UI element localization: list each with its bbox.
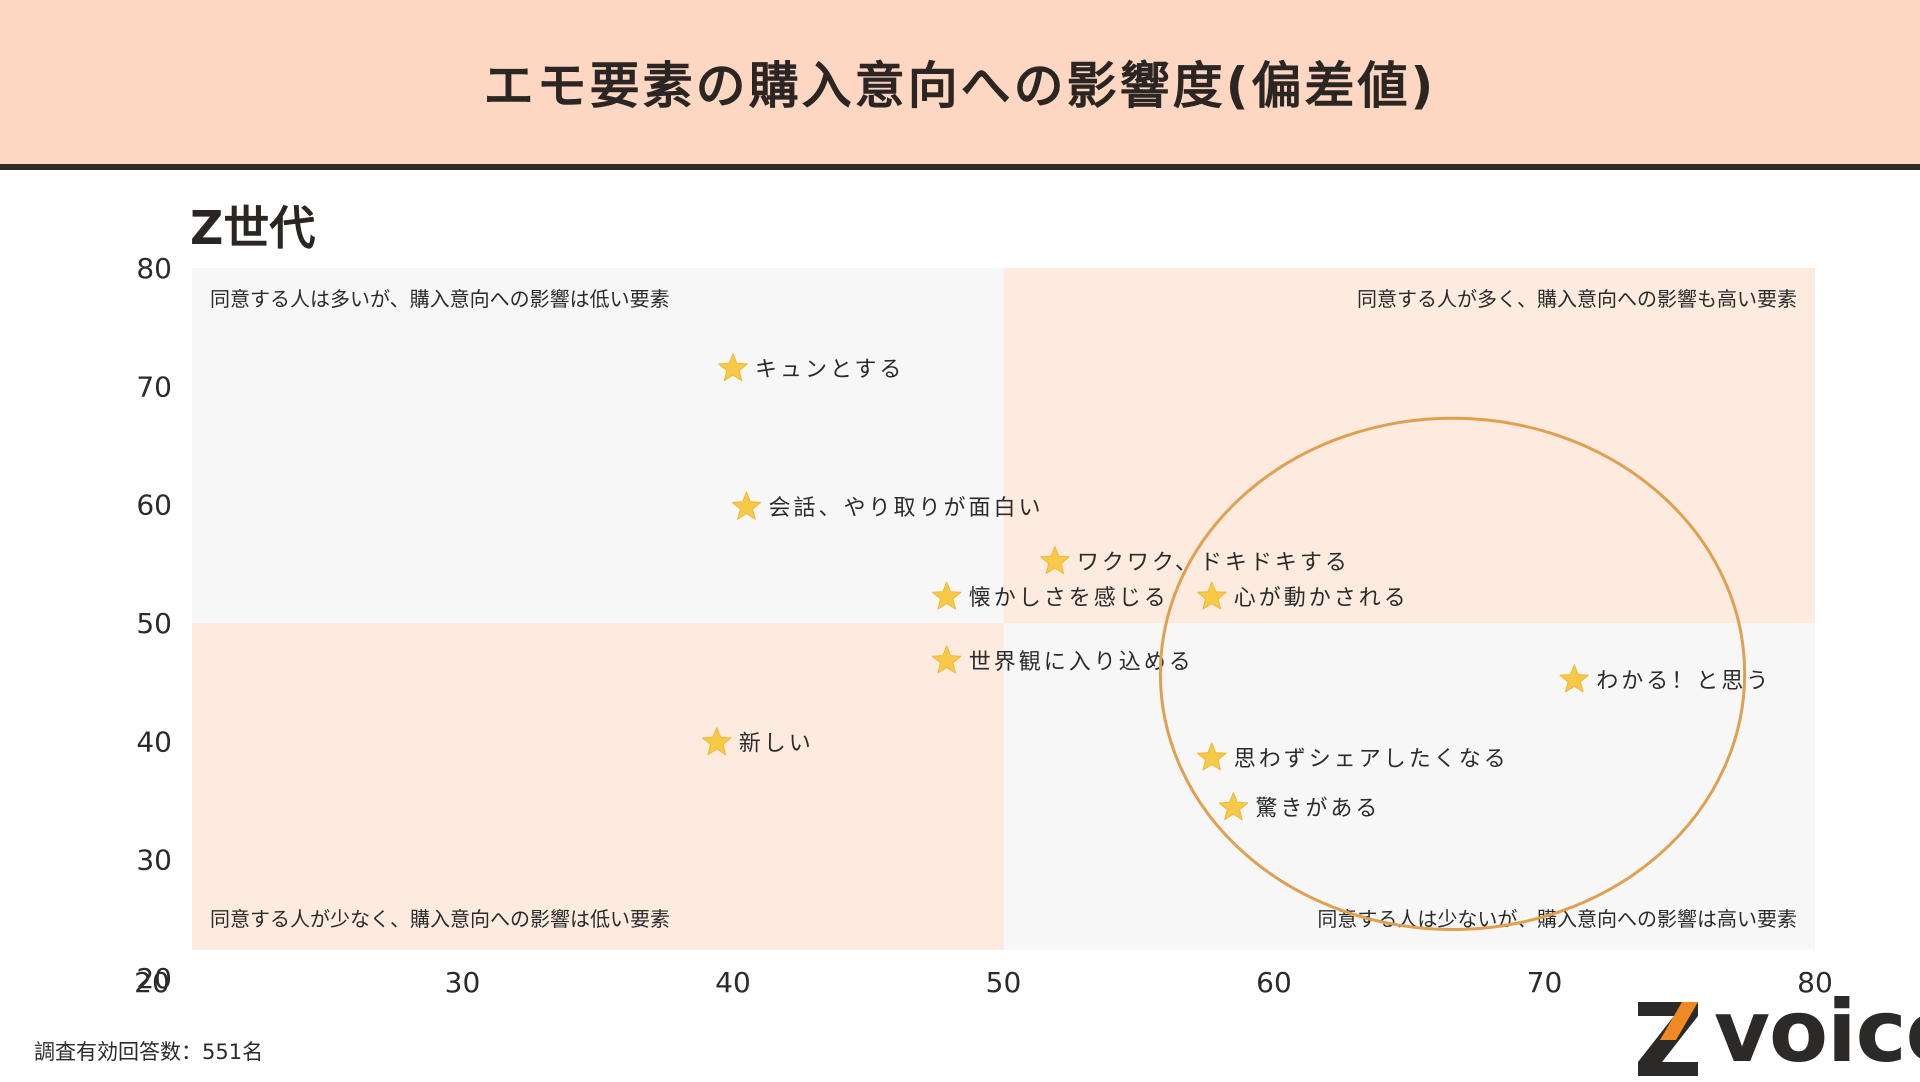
- point-label: 驚きがある: [1255, 797, 1380, 822]
- x-tick-label: 70: [1527, 966, 1563, 999]
- header-banner: エモ要素の購入意向への影響度(偏差値): [0, 0, 1920, 170]
- quadrant-label-top-left: 同意する人は多いが、購入意向への影響は低い要素: [210, 287, 670, 311]
- star-marker: [1559, 664, 1589, 693]
- quadrant-bottom-right: [1003, 623, 1815, 950]
- y-tick-label: 70: [136, 370, 172, 403]
- highlight-circle: [1158, 416, 1747, 931]
- point-label: わかる！と思う: [1596, 669, 1771, 694]
- point-label: 懐かしさを感じる: [969, 586, 1169, 611]
- star-marker: [1197, 742, 1227, 771]
- point-label: 新しい: [739, 732, 814, 757]
- point-label: 世界観に入り込める: [969, 650, 1194, 675]
- y-tick-label: 20: [136, 962, 172, 995]
- x-tick-label: 30: [445, 966, 481, 999]
- quadrant-label-bottom-right: 同意する人は少ないが、購入意向への影響は高い要素: [1317, 907, 1797, 931]
- x-tick-label: 40: [715, 966, 751, 999]
- y-tick-label: 60: [136, 489, 172, 522]
- x-tick-label: 20: [134, 966, 170, 999]
- y-tick-label: 30: [136, 844, 172, 877]
- star-marker: [1218, 792, 1249, 821]
- y-tick-label: 40: [136, 725, 172, 758]
- quadrant-bottom-left: [192, 623, 1004, 950]
- quadrant-top-right: [1003, 268, 1815, 623]
- y-tick-label: 80: [136, 252, 172, 285]
- page-title: エモ要素の購入意向への影響度(偏差値): [483, 57, 1437, 115]
- star-marker: [1040, 546, 1070, 575]
- point-label: キュンとする: [755, 358, 904, 383]
- logo-text: voice: [1714, 982, 1920, 1082]
- point-label: 会話、やり取りが面白い: [769, 496, 1044, 521]
- star-marker: [731, 491, 762, 520]
- x-tick-label: 50: [986, 966, 1022, 999]
- quadrant-label-top-right: 同意する人が多く、購入意向への影響も高い要素: [1357, 287, 1797, 311]
- star-marker: [718, 353, 748, 382]
- z-logo-mark: [1638, 1002, 1698, 1076]
- x-tick-label: 80: [1797, 966, 1833, 999]
- star-marker: [702, 727, 732, 756]
- chart-subtitle: Z世代: [190, 201, 316, 255]
- point-label: 心が動かされる: [1234, 586, 1409, 611]
- star-marker: [931, 581, 962, 610]
- star-marker: [931, 645, 962, 674]
- point-label: ワクワク、ドキドキする: [1077, 550, 1350, 575]
- x-tick-label: 60: [1256, 966, 1292, 999]
- star-marker: [1197, 581, 1227, 610]
- quadrant-label-bottom-left: 同意する人が少なく、購入意向への影響は低い要素: [210, 907, 670, 931]
- y-tick-label: 50: [136, 607, 172, 640]
- footnote: 調査有効回答数：551名: [34, 1040, 264, 1064]
- point-label: 思わずシェアしたくなる: [1234, 747, 1509, 772]
- zvoice-logo: voice: [1636, 982, 1920, 1082]
- quadrant-top-left: [192, 268, 1004, 623]
